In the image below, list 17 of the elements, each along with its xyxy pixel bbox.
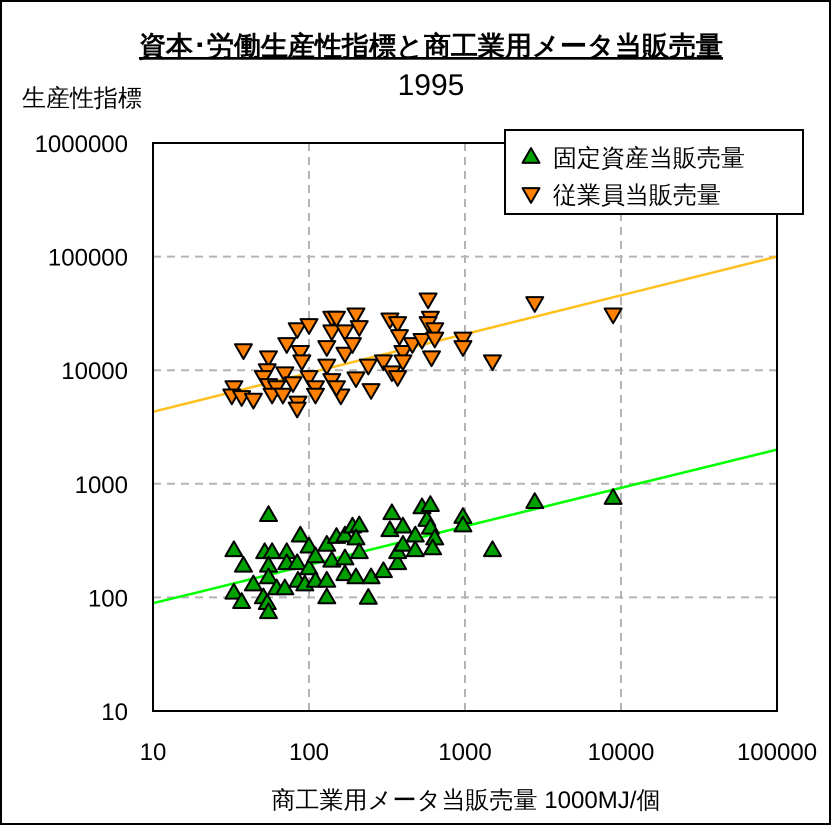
y-tick-label: 100: [88, 585, 128, 612]
x-tick-label: 100: [288, 739, 330, 766]
x-tick-label: 10: [140, 739, 166, 766]
x-axis-title: 商工業用メータ当販売量 1000MJ/個: [272, 787, 660, 814]
y-tick-label: 10000: [61, 358, 128, 386]
x-tick-label: 100000: [736, 739, 818, 766]
x-tick-label: 1000: [438, 739, 492, 766]
y-tick-label: 1000: [74, 472, 128, 499]
y-tick-label: 10: [101, 699, 128, 726]
y-axis-title: 生産性指標: [22, 85, 142, 112]
chart-title: 資本･労働生産性指標と商工業用メータ当販売量: [138, 31, 723, 61]
legend-label: 従業員当販売量: [553, 182, 721, 209]
y-tick-label: 100000: [48, 244, 128, 272]
legend-label: 固定資産当販売量: [553, 145, 745, 172]
y-tick-label: 1000000: [34, 131, 128, 158]
chart-subtitle: 1995: [398, 69, 464, 102]
x-tick-label: 10000: [588, 739, 654, 766]
